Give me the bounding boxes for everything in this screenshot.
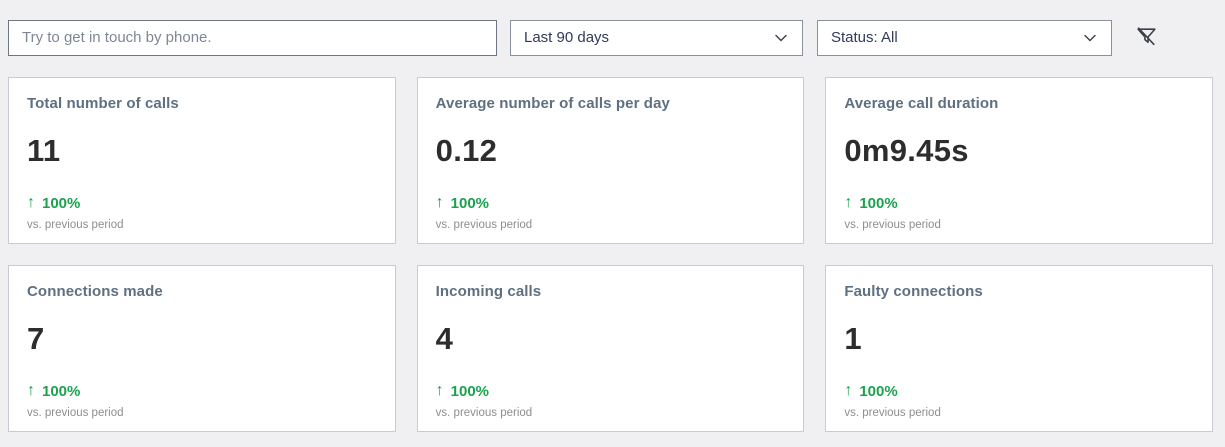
status-selected-value: Status: All	[831, 29, 898, 46]
date-range-dropdown[interactable]: Last 90 days	[510, 19, 803, 56]
trend-indicator: ↑ 100%	[436, 382, 786, 400]
filter-off-icon	[1134, 24, 1159, 52]
trend-percent: 100%	[42, 194, 81, 212]
trend-up-icon: ↑	[844, 382, 853, 399]
card-value: 1	[844, 321, 862, 356]
status-dropdown[interactable]: Status: All	[817, 19, 1112, 56]
compare-label: vs. previous period	[435, 219, 533, 231]
trend-up-icon: ↑	[844, 194, 853, 211]
card-title: Incoming calls	[435, 283, 542, 300]
card-value: 0.12	[435, 133, 498, 168]
compare-label: vs. previous period	[27, 219, 124, 231]
clear-filters-button[interactable]	[1131, 23, 1161, 53]
stat-card-faulty-connections: Faulty connections 1 ↑ 100% vs. previous…	[825, 265, 1213, 432]
trend-indicator: ↑ 100%	[436, 194, 786, 212]
compare-label: vs. previous period	[435, 407, 533, 419]
card-value: 0m9.45s	[844, 133, 969, 168]
trend-up-icon: ↑	[435, 194, 444, 211]
trend-indicator: ↑ 100%	[844, 382, 1194, 400]
trend-indicator: ↑ 100%	[844, 194, 1194, 212]
compare-label: vs. previous period	[27, 407, 124, 419]
search-input[interactable]	[8, 19, 497, 56]
compare-label: vs. previous period	[844, 407, 941, 419]
card-title: Average call duration	[844, 95, 999, 112]
stat-card-avg-call-duration: Average call duration 0m9.45s ↑ 100% vs.…	[825, 77, 1213, 244]
date-range-selected-value: Last 90 days	[524, 29, 610, 46]
trend-up-icon: ↑	[27, 194, 35, 211]
card-value: 7	[27, 321, 45, 356]
card-title: Connections made	[27, 283, 163, 300]
card-title: Average number of calls per day	[435, 95, 670, 112]
trend-up-icon: ↑	[435, 382, 444, 399]
trend-up-icon: ↑	[27, 382, 35, 399]
card-title: Faulty connections	[844, 283, 983, 300]
trend-indicator: ↑ 100%	[27, 382, 377, 400]
stat-card-connections-made: Connections made 7 ↑ 100% vs. previous p…	[8, 265, 396, 432]
trend-percent: 100%	[42, 382, 81, 400]
trend-percent: 100%	[450, 382, 490, 400]
trend-percent: 100%	[859, 194, 898, 212]
card-title: Total number of calls	[27, 95, 179, 112]
stat-card-incoming-calls: Incoming calls 4 ↑ 100% vs. previous per…	[416, 265, 805, 432]
trend-indicator: ↑ 100%	[27, 194, 377, 212]
trend-percent: 100%	[450, 194, 490, 212]
trend-percent: 100%	[859, 382, 898, 400]
stat-card-avg-calls-per-day: Average number of calls per day 0.12 ↑ 1…	[416, 77, 805, 244]
chevron-down-icon	[773, 30, 789, 46]
stats-grid: Total number of calls 11 ↑ 100% vs. prev…	[8, 77, 1213, 432]
stat-card-total-calls: Total number of calls 11 ↑ 100% vs. prev…	[8, 77, 396, 244]
card-value: 4	[435, 321, 454, 356]
card-value: 11	[27, 133, 61, 168]
filters-toolbar: Last 90 days Status: All	[0, 0, 1225, 56]
compare-label: vs. previous period	[844, 219, 941, 231]
chevron-down-icon	[1082, 30, 1098, 46]
